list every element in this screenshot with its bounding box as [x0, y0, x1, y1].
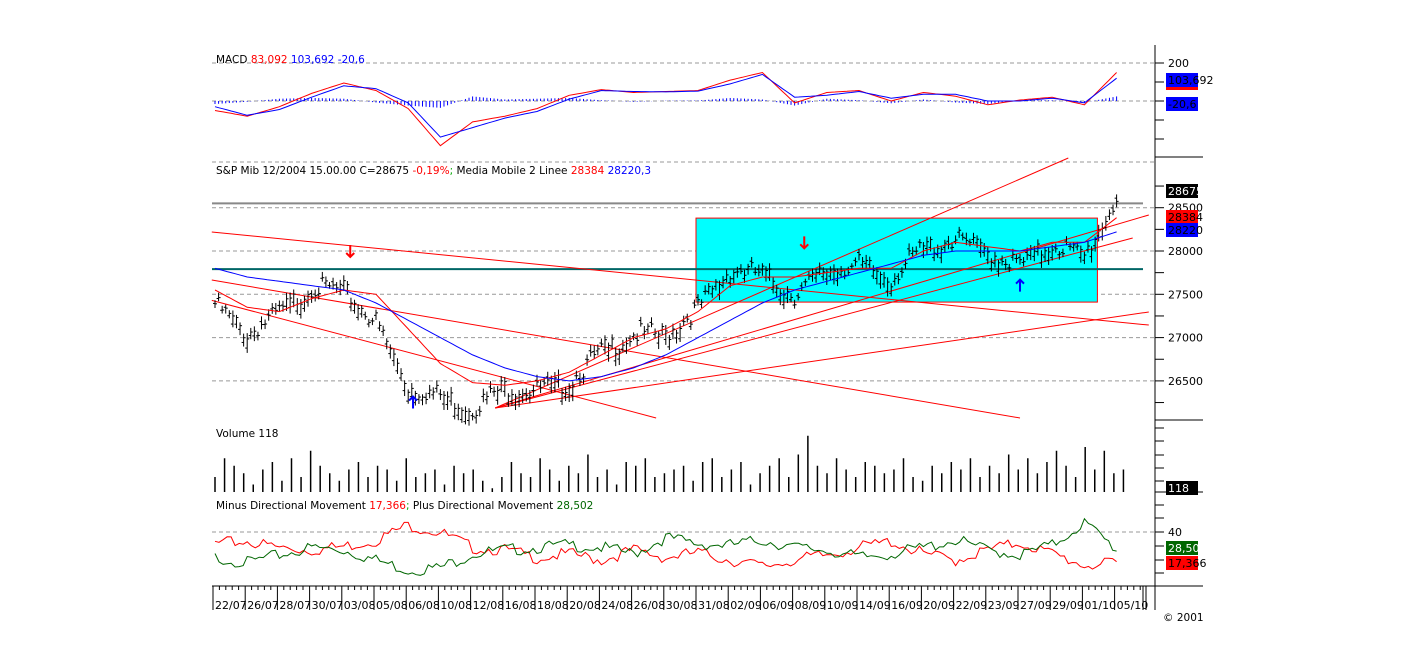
value-badge: [1166, 541, 1198, 555]
ma1-value: 28384: [570, 165, 605, 177]
value-badge: [1166, 223, 1198, 237]
dmi-minus-label: Minus Directional Movement: [216, 500, 366, 512]
macd-signal-value: 103,692: [290, 54, 335, 66]
x-tick-label: 22/09: [956, 599, 988, 612]
arrow-down-icon: [799, 236, 809, 250]
macd-line: [214, 73, 1117, 138]
x-tick-label: 10/08: [440, 599, 472, 612]
x-tick-label: 16/08: [505, 599, 537, 612]
x-tick-label: 03/08: [344, 599, 376, 612]
x-tick-label: 26/07: [247, 599, 279, 612]
x-tick-label: 20/09: [923, 599, 955, 612]
y-tick-label: 200: [1168, 57, 1189, 70]
value-badge: [1166, 97, 1198, 111]
dmi-line: [214, 521, 1117, 570]
x-tick-label: 24/08: [601, 599, 633, 612]
moving-average-line: [214, 231, 1117, 382]
dmi-header: Minus Directional Movement 17,366; Plus …: [216, 500, 593, 512]
x-tick-label: 28/07: [279, 599, 311, 612]
dmi-line: [214, 517, 1117, 576]
x-tick-label: 30/08: [666, 599, 698, 612]
arrow-up-icon: [1015, 278, 1025, 292]
value-badge-text: 28,502: [1168, 542, 1207, 555]
x-tick-label: 05/08: [376, 599, 408, 612]
arrow-up-icon: [408, 395, 418, 409]
dmi-minus-value: 17,366: [369, 500, 406, 512]
volume-header: Volume 118: [216, 428, 279, 440]
macd-label: MACD: [216, 54, 248, 66]
x-tick-label: 18/08: [537, 599, 569, 612]
value-badge: [1166, 184, 1198, 198]
x-tick-label: 05/10: [1117, 599, 1149, 612]
value-badge-text: 28384: [1168, 211, 1203, 224]
separator: ;: [405, 500, 410, 512]
trendline: [494, 157, 1069, 409]
value-badge-text: 118: [1168, 482, 1189, 495]
x-tick-label: 27/09: [1020, 599, 1052, 612]
x-tick-label: 16/09: [891, 599, 923, 612]
x-tick-label: 22/07: [215, 599, 247, 612]
trendline: [495, 311, 1149, 409]
ma2-value: 28220,3: [607, 165, 652, 177]
x-tick-label: 14/09: [859, 599, 891, 612]
value-badge-text: -20,6: [1168, 98, 1196, 111]
copyright: © 2001: [1163, 612, 1204, 624]
value-badge: [1166, 210, 1198, 224]
x-tick-label: 31/08: [698, 599, 730, 612]
value-badge-text: 28675: [1168, 185, 1203, 198]
x-tick-label: 23/09: [988, 599, 1020, 612]
ma-label: Media Mobile 2 Linee: [456, 165, 568, 177]
macd-line: [214, 71, 1117, 147]
dmi-plus-value: 28,502: [556, 500, 594, 512]
macd-header: MACD 83,092 103,692 -20,6: [216, 54, 365, 66]
value-badge-text: 17,366: [1168, 557, 1207, 570]
x-tick-label: 12/08: [473, 599, 505, 612]
trendline: [211, 231, 1149, 326]
y-tick-label: 26500: [1168, 375, 1203, 388]
value-badge: [1166, 481, 1198, 495]
arrow-down-icon: [345, 245, 355, 259]
value-badge-text: 103,692: [1168, 74, 1214, 87]
dmi-plus-label: Plus Directional Movement: [412, 500, 554, 512]
y-tick-label: 27500: [1168, 288, 1203, 301]
x-tick-label: 30/07: [312, 599, 344, 612]
x-tick-label: 06/09: [762, 599, 794, 612]
x-tick-label: 29/09: [1052, 599, 1084, 612]
moving-average-line: [214, 217, 1117, 386]
x-tick-label: 06/08: [408, 599, 440, 612]
trendline: [495, 237, 1133, 409]
price-label: S&P Mib 12/2004 15.00.00 C=28675: [216, 165, 410, 177]
y-tick-label: 28000: [1168, 245, 1203, 258]
y-tick-label: 27000: [1168, 332, 1203, 345]
x-tick-label: 10/09: [827, 599, 859, 612]
value-badge-text: 28220: [1168, 224, 1203, 237]
price-header: S&P Mib 12/2004 15.00.00 C=28675 -0,19%;…: [216, 165, 651, 177]
price-change: -0,19%: [412, 165, 450, 177]
macd-value: 83,092: [250, 54, 288, 66]
value-badge-marker: [1166, 87, 1198, 90]
trendline: [211, 299, 657, 419]
x-tick-label: 02/09: [730, 599, 762, 612]
macd-hist-value: -20,6: [337, 54, 365, 66]
value-badge: [1166, 556, 1198, 570]
x-tick-label: 08/09: [795, 599, 827, 612]
separator: ;: [449, 165, 454, 177]
x-tick-label: 20/08: [569, 599, 601, 612]
y-tick-label: 40: [1168, 526, 1182, 539]
x-tick-label: 01/10: [1084, 599, 1116, 612]
x-tick-label: 26/08: [634, 599, 666, 612]
value-badge: [1166, 73, 1198, 87]
